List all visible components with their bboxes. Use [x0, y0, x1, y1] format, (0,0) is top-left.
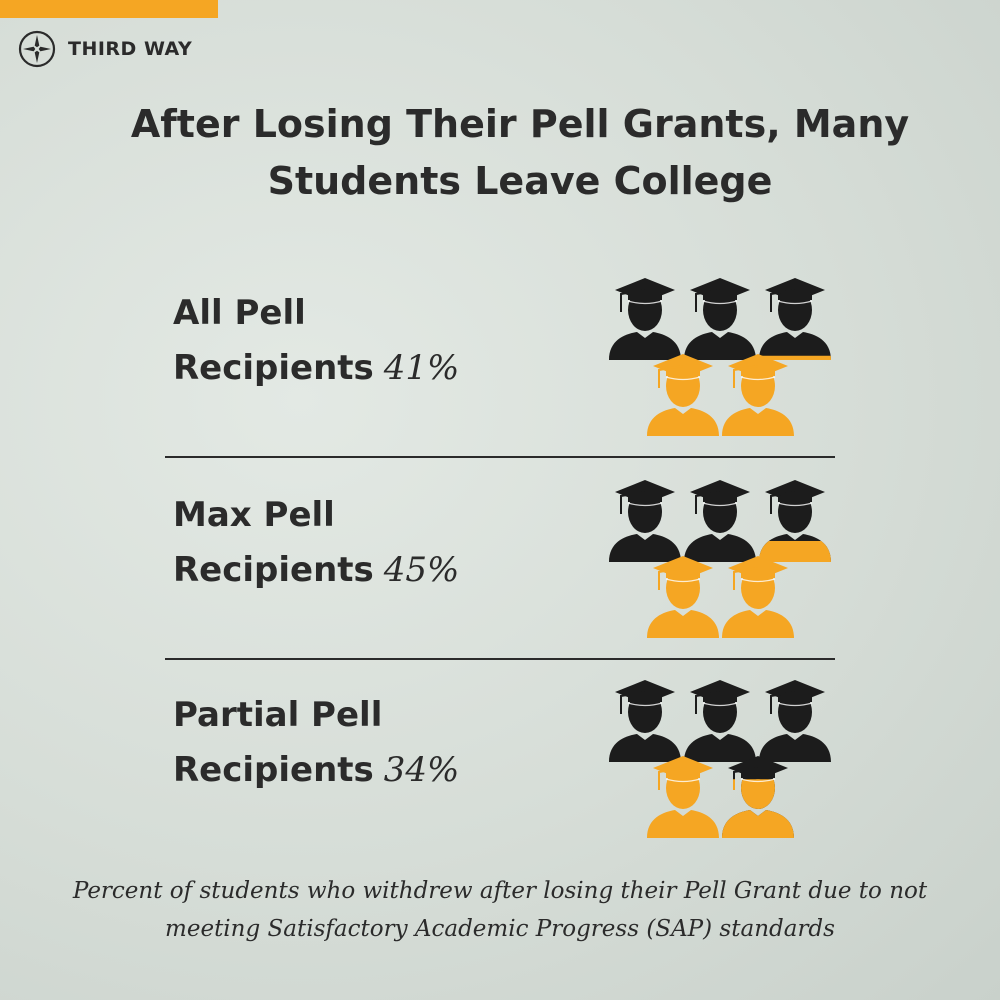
row-label-line2: Recipients: [173, 550, 374, 590]
icon-group: [609, 278, 831, 436]
row-label-line1: Max Pell: [173, 495, 335, 535]
row-max-pell: Max Pell Recipients 45%: [165, 472, 835, 652]
graduate-icon-partial: [759, 278, 831, 360]
row-label-line2: Recipients: [173, 750, 374, 790]
accent-top-bar: [0, 0, 218, 18]
row-value-label: 45%: [383, 550, 460, 590]
divider-1: [165, 456, 835, 458]
divider-2: [165, 658, 835, 660]
graduate-icon-remained: [609, 278, 681, 360]
graduate-icon-remained: [684, 480, 756, 562]
row-label-line1: All Pell: [173, 293, 306, 333]
row-label-line1: Partial Pell: [173, 695, 383, 735]
icon-group: [609, 480, 831, 638]
graduate-icon-withdrew: [647, 756, 719, 838]
row-label: Max Pell Recipients 45%: [173, 488, 459, 598]
graduate-icon-withdrew: [722, 354, 794, 436]
compass-star-icon: [18, 30, 56, 68]
row-value-label: 34%: [383, 750, 460, 790]
graduate-icon-remained: [609, 680, 681, 762]
graduate-icon-remained: [759, 680, 831, 762]
graduate-icon-withdrew: [647, 354, 719, 436]
graduate-icon-withdrew: [722, 556, 794, 638]
graduate-icon-remained: [684, 680, 756, 762]
brand-name: THIRD WAY: [68, 38, 193, 60]
row-partial-pell: Partial Pell Recipients 34%: [165, 672, 835, 852]
icon-group: [609, 680, 831, 838]
row-label: Partial Pell Recipients 34%: [173, 688, 459, 798]
chart-title: After Losing Their Pell Grants, Many Stu…: [130, 102, 910, 203]
chart-caption: Percent of students who withdrew after l…: [72, 878, 928, 942]
graduate-icon-remained: [684, 278, 756, 360]
graduate-icon-withdrew: [647, 556, 719, 638]
brand: THIRD WAY: [18, 30, 192, 68]
row-label: All Pell Recipients 41%: [173, 286, 459, 396]
graduate-icon-remained: [609, 480, 681, 562]
row-label-line2: Recipients: [173, 348, 374, 388]
row-value-label: 41%: [383, 348, 460, 388]
row-all-pell: All Pell Recipients 41%: [165, 270, 835, 450]
